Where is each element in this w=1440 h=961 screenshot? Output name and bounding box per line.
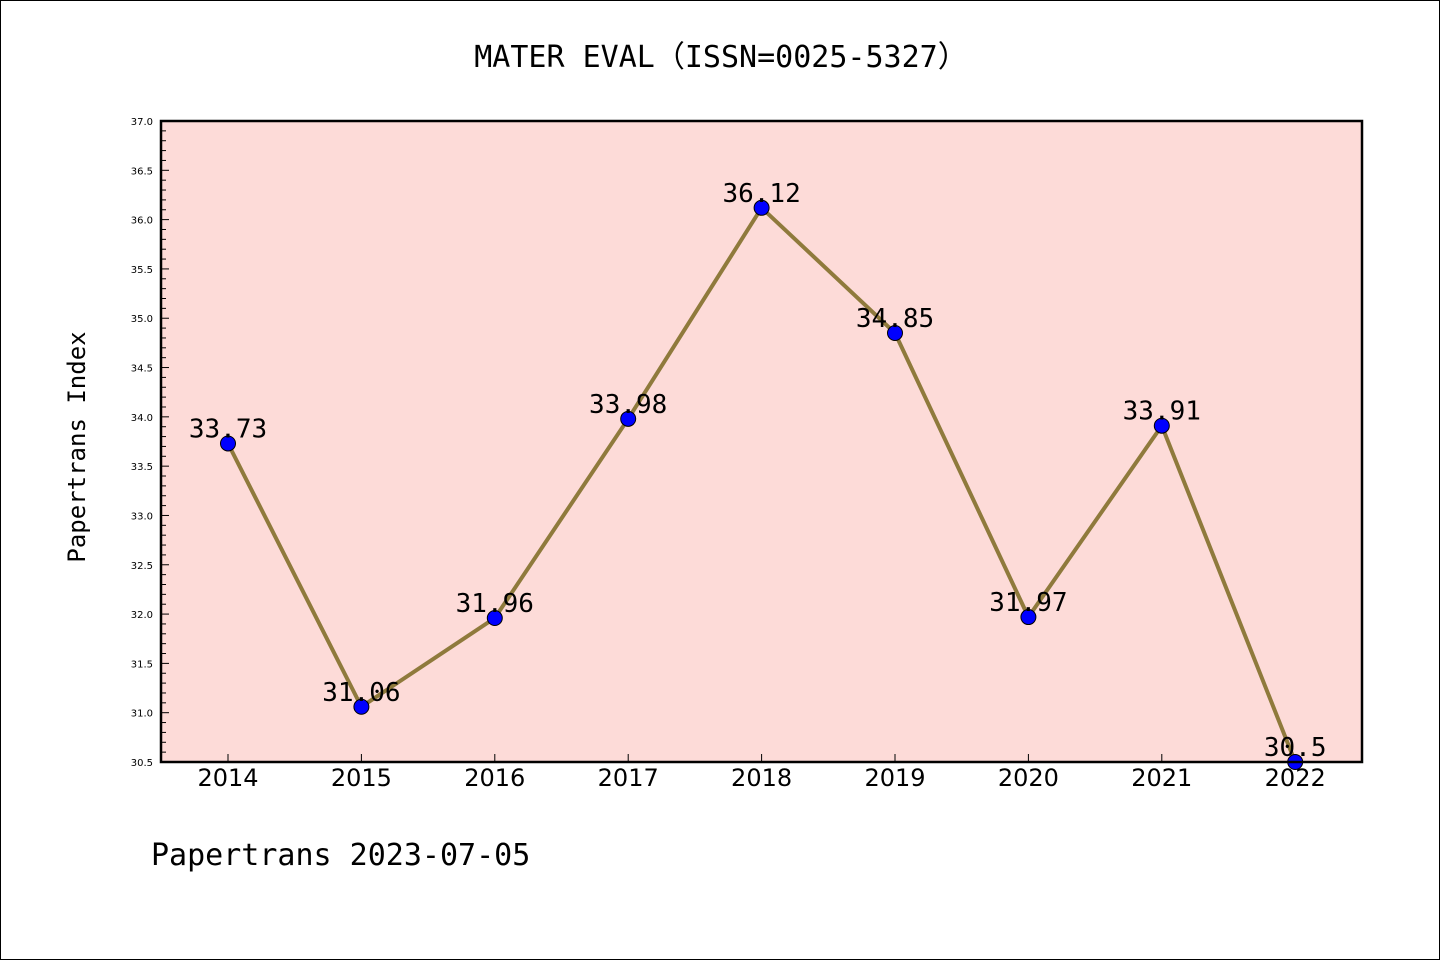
y-tick-label: 36.0 [131, 216, 153, 227]
data-label: 31.97 [989, 588, 1067, 618]
data-label: 30.5 [1264, 733, 1327, 763]
data-label: 33.98 [589, 390, 667, 420]
footer-note: Papertrans 2023-07-05 [151, 838, 530, 873]
x-tick-label: 2014 [197, 764, 258, 792]
y-tick-label: 35.0 [131, 314, 153, 325]
y-tick-label: 33.5 [131, 462, 153, 473]
y-tick-label: 31.0 [131, 709, 153, 720]
data-point [220, 435, 236, 452]
chart-title: MATER EVAL（ISSN=0025-5327） [474, 40, 967, 75]
data-label: 36.12 [722, 179, 800, 209]
y-tick-label: 32.5 [131, 561, 153, 572]
plot-area [161, 121, 1362, 762]
y-tick-label: 34.0 [131, 413, 153, 424]
y-tick-label: 32.0 [131, 610, 153, 621]
plot-border [159, 119, 1364, 764]
data-label: 33.91 [1123, 397, 1201, 427]
y-axis-ticks: 30.5 31.0 31.5 32.0 32.5 33.0 33.5 34.0 34.5 35.0… [131, 117, 169, 769]
data-point [353, 698, 370, 715]
y-tick-label: 33.0 [131, 511, 153, 522]
x-axis-ticks: 2014 2015 2016 2017 2018 2019 2020 2021 2022 [197, 754, 1326, 792]
x-tick-label: 2016 [464, 764, 525, 792]
data-label: 31.06 [322, 678, 400, 708]
y-tick-label: 35.5 [131, 265, 153, 276]
data-labels: 33.73 31.06 31.96 33.98 36.12 34.85 31.97 33.91… [189, 179, 1327, 763]
data-label: 33.73 [189, 414, 267, 444]
data-label: 31.96 [456, 589, 534, 619]
y-tick-label: 30.5 [131, 758, 153, 769]
x-tick-label: 2019 [864, 764, 925, 792]
data-point [620, 410, 637, 427]
y-tick-label: 36.5 [131, 166, 153, 177]
data-point [887, 325, 903, 342]
data-point [1153, 417, 1170, 434]
data-points [220, 199, 1304, 770]
data-point [486, 610, 503, 627]
x-tick-label: 2015 [331, 764, 392, 792]
x-tick-label: 2020 [998, 764, 1059, 792]
y-tick-label: 31.5 [131, 659, 153, 670]
y-tick-label: 37.0 [131, 117, 153, 128]
y-axis-label: Papertrans Index [63, 331, 91, 562]
x-tick-label: 2018 [731, 764, 792, 792]
data-point [753, 199, 770, 216]
data-label: 34.85 [856, 304, 934, 334]
data-point [1020, 609, 1037, 626]
x-tick-label: 2021 [1131, 764, 1192, 792]
y-tick-label: 34.5 [131, 364, 153, 375]
x-tick-label: 2017 [598, 764, 659, 792]
